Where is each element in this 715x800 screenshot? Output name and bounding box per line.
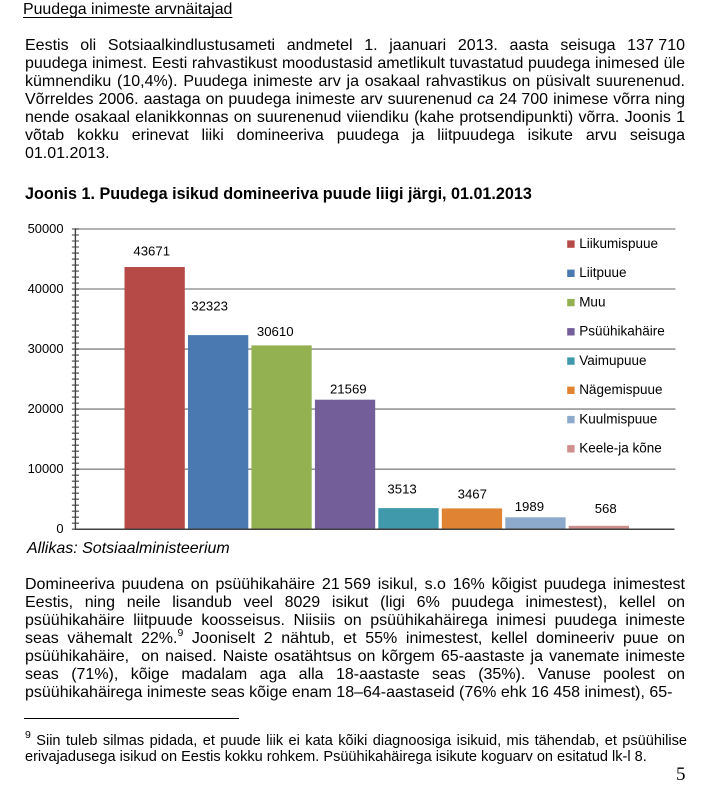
svg-text:Liitpuue: Liitpuue (579, 265, 626, 280)
svg-text:Keele-ja kõne: Keele-ja kõne (579, 441, 662, 456)
svg-text:Nägemispuue: Nägemispuue (579, 382, 662, 397)
svg-text:Vaimupuue: Vaimupuue (579, 353, 646, 368)
svg-text:Kuulmispuue: Kuulmispuue (579, 411, 657, 426)
svg-text:Muu: Muu (579, 294, 605, 309)
svg-text:20000: 20000 (28, 401, 64, 416)
svg-text:21569: 21569 (330, 382, 367, 397)
svg-text:32323: 32323 (191, 299, 228, 314)
svg-text:3513: 3513 (387, 481, 416, 496)
svg-text:1989: 1989 (515, 499, 544, 514)
svg-text:30610: 30610 (257, 324, 294, 339)
svg-text:50000: 50000 (28, 221, 64, 236)
svg-text:3467: 3467 (458, 486, 487, 501)
svg-text:30000: 30000 (28, 341, 64, 356)
svg-text:40000: 40000 (28, 281, 64, 296)
svg-text:Psüühikahäire: Psüühikahäire (579, 324, 665, 339)
svg-text:0: 0 (56, 521, 63, 536)
svg-text:10000: 10000 (28, 461, 64, 476)
svg-text:Liikumispuue: Liikumispuue (579, 236, 658, 251)
svg-text:43671: 43671 (133, 244, 170, 259)
svg-text:568: 568 (595, 501, 617, 516)
